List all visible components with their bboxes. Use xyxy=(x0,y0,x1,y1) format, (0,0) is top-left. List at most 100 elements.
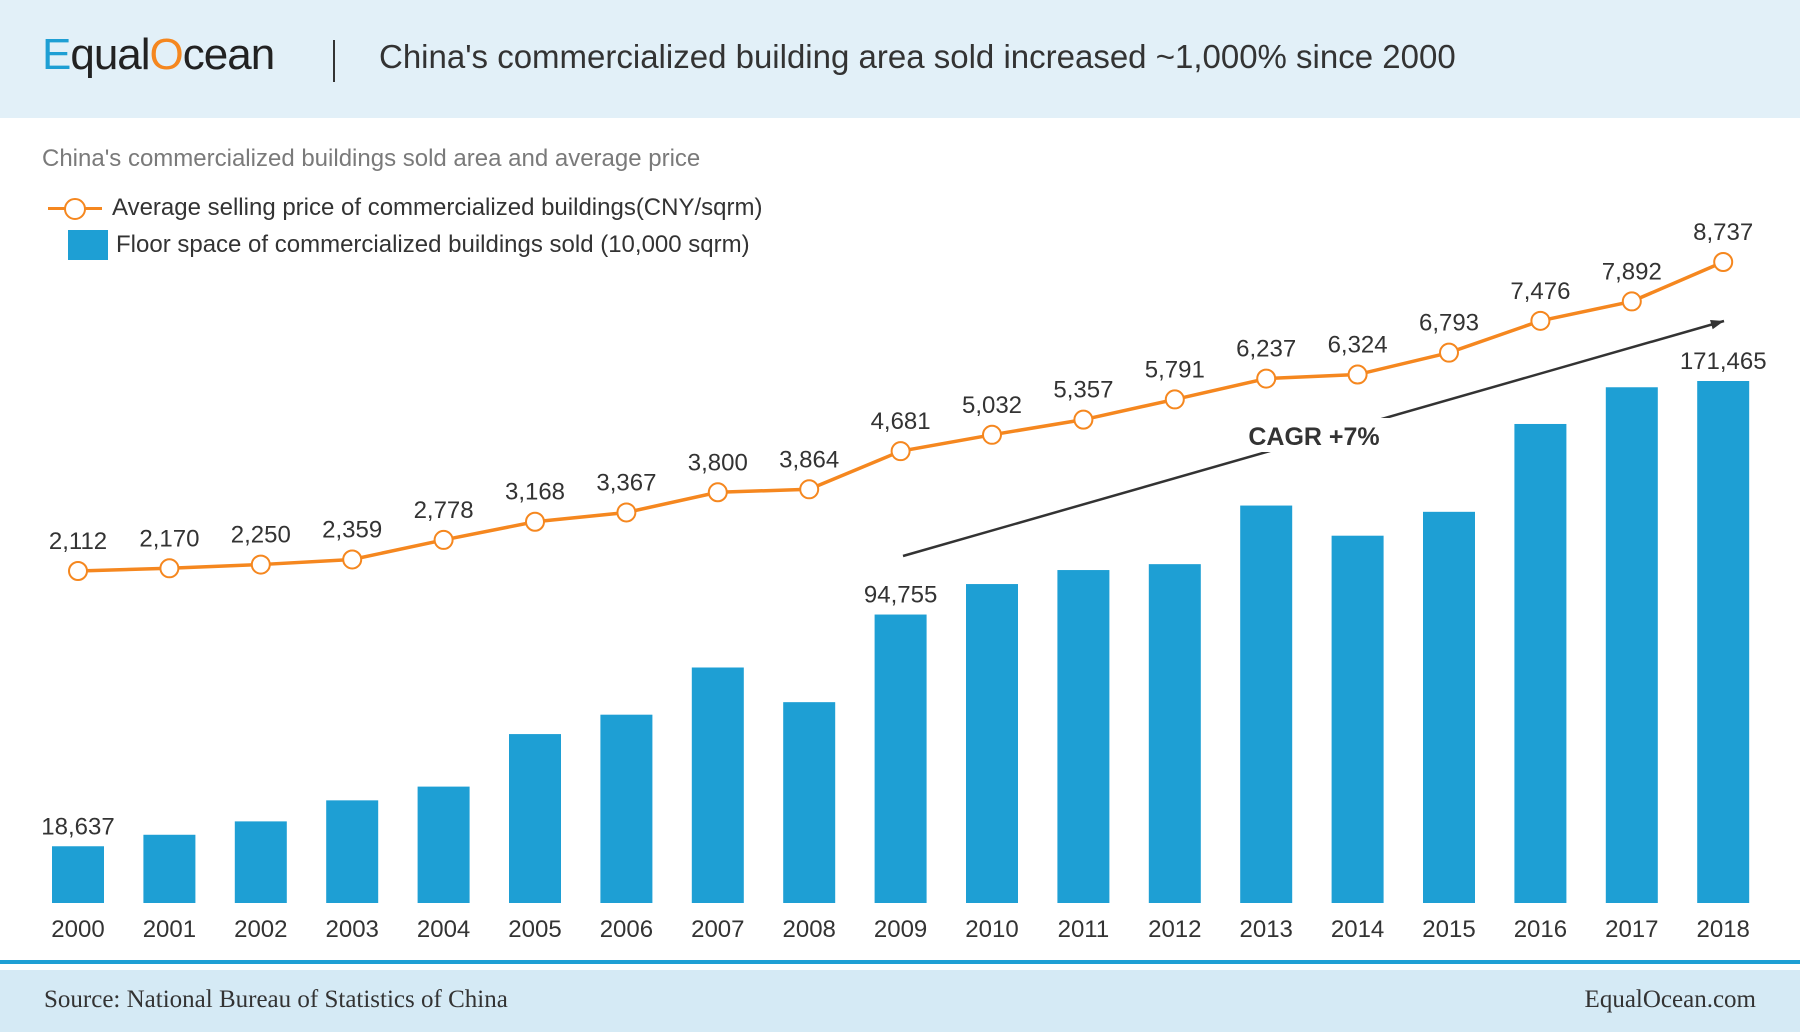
logo-qual: qual xyxy=(70,30,150,79)
bar-2005 xyxy=(509,734,561,903)
legend-line-marker-icon xyxy=(48,196,102,220)
x-tick-label-2007: 2007 xyxy=(691,916,744,943)
price-data-label-2001: 2,170 xyxy=(139,525,199,552)
price-data-label-2003: 2,359 xyxy=(322,516,382,543)
price-point-2014 xyxy=(1347,364,1368,385)
footer: Source: National Bureau of Statistics of… xyxy=(0,970,1800,1032)
bar-2012 xyxy=(1148,564,1201,903)
cagr-annotation: CAGR +7% xyxy=(1248,423,1379,451)
legend-item-floor-space: Floor space of commercialized buildings … xyxy=(48,230,750,260)
header-divider xyxy=(333,40,335,82)
bar-data-label-2018: 171,465 xyxy=(1680,348,1767,375)
bar-2013 xyxy=(1240,505,1293,903)
x-tick-label-2014: 2014 xyxy=(1331,916,1384,943)
logo-o: O xyxy=(149,30,184,79)
price-data-label-2017: 7,892 xyxy=(1602,258,1662,285)
chart-title: China's commercialized buildings sold ar… xyxy=(42,145,701,172)
bar-2004 xyxy=(417,786,470,903)
x-tick-label-2002: 2002 xyxy=(234,916,287,943)
price-data-label-2002: 2,250 xyxy=(231,522,291,549)
bar-2007 xyxy=(691,667,744,903)
price-data-label-2009: 4,681 xyxy=(871,408,931,435)
logo-e: E xyxy=(42,30,71,79)
x-tick-label-2011: 2011 xyxy=(1058,916,1110,943)
x-tick-label-2013: 2013 xyxy=(1240,916,1293,943)
x-tick-label-2012: 2012 xyxy=(1148,916,1201,943)
price-point-2002 xyxy=(250,554,271,575)
bar-2016 xyxy=(1514,423,1567,903)
price-data-label-2018: 8,737 xyxy=(1693,219,1753,246)
footer-divider xyxy=(0,960,1800,964)
bar-2009 xyxy=(874,614,927,903)
price-point-2013 xyxy=(1256,368,1277,389)
price-data-label-2014: 6,324 xyxy=(1328,332,1388,359)
price-point-2005 xyxy=(525,511,545,532)
page-title: China's commercialized building area sol… xyxy=(379,38,1456,75)
x-tick-label-2015: 2015 xyxy=(1422,916,1475,943)
x-tick-label-2017: 2017 xyxy=(1605,916,1658,943)
cagr-label-background xyxy=(1240,418,1390,452)
x-tick-label-2008: 2008 xyxy=(783,916,836,943)
legend-item-price: Average selling price of commercialized … xyxy=(48,194,762,222)
legend-label-price: Average selling price of commercialized … xyxy=(112,194,763,221)
bar-2008 xyxy=(783,702,836,903)
price-data-label-2006: 3,367 xyxy=(596,469,656,496)
x-tick-label-2004: 2004 xyxy=(417,916,470,943)
price-point-2010 xyxy=(982,424,1002,445)
price-data-label-2016: 7,476 xyxy=(1510,278,1570,305)
bar-2002 xyxy=(234,821,287,903)
x-tick-label-2005: 2005 xyxy=(508,916,561,943)
price-data-label-2000: 2,112 xyxy=(49,528,107,555)
price-point-2018 xyxy=(1713,252,1734,272)
price-point-2009 xyxy=(890,441,911,462)
x-tick-label-2001: 2001 xyxy=(143,916,196,943)
x-tick-label-2003: 2003 xyxy=(326,916,379,943)
price-data-label-2010: 5,032 xyxy=(962,392,1022,419)
price-point-2017 xyxy=(1621,291,1642,312)
price-point-2015 xyxy=(1439,342,1459,363)
logo: EqualOcean xyxy=(42,30,275,80)
x-tick-label-2010: 2010 xyxy=(965,916,1018,943)
price-data-label-2012: 5,791 xyxy=(1145,356,1205,383)
bar-2011 xyxy=(1057,570,1110,903)
bar-2015 xyxy=(1423,511,1475,903)
price-point-2006 xyxy=(616,502,637,523)
x-tick-label-2006: 2006 xyxy=(600,916,653,943)
x-tick-label-2009: 2009 xyxy=(874,916,927,943)
source-note: Source: National Bureau of Statistics of… xyxy=(44,986,508,1013)
price-data-label-2011: 5,357 xyxy=(1053,377,1113,404)
bar-data-label-2009: 94,755 xyxy=(864,582,937,609)
legend-bar-swatch-icon xyxy=(68,230,108,260)
price-point-2011 xyxy=(1073,409,1094,430)
bar-2001 xyxy=(143,834,196,903)
bar-2018 xyxy=(1697,381,1750,903)
price-point-2012 xyxy=(1164,389,1185,410)
site-link: EqualOcean.com xyxy=(1584,986,1756,1013)
bar-2003 xyxy=(326,800,379,903)
chart: 2000 18,637 2001 2002 2003 2004 2005 2006 2007 20… xyxy=(41,219,1767,943)
legend-label-floor-space: Floor space of commercialized buildings … xyxy=(116,231,750,258)
price-data-label-2008: 3,864 xyxy=(779,446,839,473)
logo-cean: cean xyxy=(182,30,275,79)
price-data-label-2015: 6,793 xyxy=(1419,310,1479,337)
bar-data-label-2000: 18,637 xyxy=(41,813,114,840)
bar-2014 xyxy=(1331,535,1384,903)
bar-2000 xyxy=(52,846,104,903)
bar-2017 xyxy=(1605,387,1658,904)
bar-2010 xyxy=(966,584,1018,903)
cagr-arrowhead-icon xyxy=(1710,320,1724,330)
price-point-2004 xyxy=(433,529,454,550)
price-data-label-2004: 2,778 xyxy=(414,497,474,524)
price-data-label-2007: 3,800 xyxy=(688,449,748,476)
price-data-label-2013: 6,237 xyxy=(1236,336,1296,363)
price-point-2008 xyxy=(799,479,820,500)
price-data-label-2005: 3,168 xyxy=(505,479,565,506)
price-point-2001 xyxy=(159,558,180,579)
x-tick-label-2016: 2016 xyxy=(1514,916,1567,943)
price-point-2003 xyxy=(342,549,363,570)
price-point-2007 xyxy=(707,482,728,503)
x-tick-label-2000: 2000 xyxy=(51,916,104,943)
price-point-2016 xyxy=(1530,310,1551,331)
header: EqualOcean China's commercialized buildi… xyxy=(0,0,1800,118)
x-tick-label-2018: 2018 xyxy=(1697,916,1750,943)
